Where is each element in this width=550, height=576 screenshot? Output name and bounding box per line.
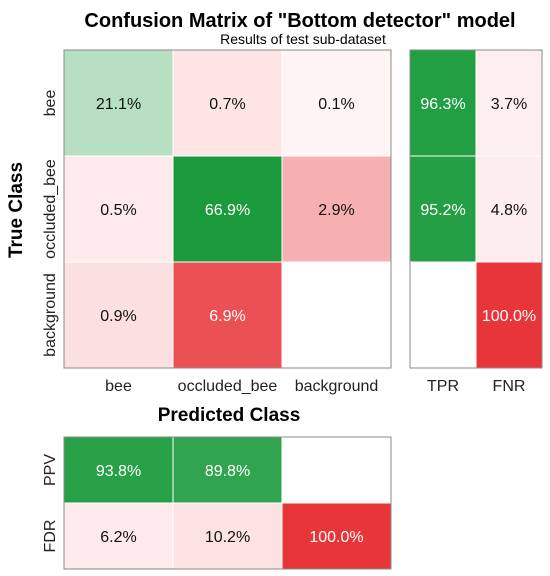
col-summary-r1-c2-label: 100.0% (309, 529, 363, 546)
col-summary-r1-c2-cell (281, 502, 392, 570)
matrix-r2-c0-label: 0.9% (100, 308, 136, 325)
row-summary-r1-c1-cell (475, 155, 543, 263)
col-summary-r0-c2-cell (281, 436, 392, 504)
matrix-r2-c1-cell (172, 261, 283, 369)
row-summary-border (409, 49, 543, 369)
x-tick-bee: bee (105, 378, 132, 395)
matrix-r0-c0-cell (63, 49, 174, 157)
matrix-r2-c1-label: 6.9% (209, 308, 245, 325)
row-summary-r0-c0-cell (409, 49, 477, 157)
chart-marks: 21.1% 0.7% 0.1% 0.5% 66.9% 2.9% 0.9% 6.9% 96.3% 3… (42, 49, 543, 570)
matrix-r2-c2-cell (281, 261, 392, 369)
x-tick-occluded_bee: occluded_bee (178, 378, 278, 395)
y-tick-bee: bee (42, 90, 59, 117)
col-summary-r0-c1-label: 89.8% (205, 463, 250, 480)
matrix-r1-c2-cell (281, 155, 392, 263)
matrix-border (63, 49, 392, 369)
matrix-r0-c2-label: 0.1% (318, 96, 354, 113)
row-summary-r0-c1-cell (475, 49, 543, 157)
row-summary-r2-c0-cell (409, 261, 477, 369)
row-summary-r1-c0-label: 95.2% (420, 202, 465, 219)
col-summary-r1-c0-label: 6.2% (100, 529, 136, 546)
row-summary-r1-c0-cell (409, 155, 477, 263)
col-summary-r1-c0-cell (63, 502, 174, 570)
summary-col-fnr: FNR (493, 378, 526, 395)
x-tick-background: background (295, 378, 379, 395)
matrix-r0-c1-label: 0.7% (209, 96, 245, 113)
row-summary-r0-c1-label: 3.7% (491, 96, 527, 113)
matrix-r1-c1-label: 66.9% (205, 202, 250, 219)
row-summary-r0-c0-label: 96.3% (420, 96, 465, 113)
col-summary-r0-c1-cell (172, 436, 283, 504)
col-summary-r0-c0-label: 93.8% (96, 463, 141, 480)
chart-subtitle: Results of test sub-dataset (220, 31, 386, 47)
summary-row-ppv: PPV (42, 454, 59, 486)
summary-row-fdr: FDR (42, 520, 59, 553)
col-summary-r1-c1-cell (172, 502, 283, 570)
y-tick-occluded_bee: occluded_bee (42, 159, 59, 259)
matrix-r1-c0-label: 0.5% (100, 202, 136, 219)
col-summary-r0-c0-cell (63, 436, 174, 504)
matrix-r1-c0-cell (63, 155, 174, 263)
matrix-r1-c2-label: 2.9% (318, 202, 354, 219)
y-axis-label: True Class (6, 162, 27, 258)
row-summary-r1-c1-label: 4.8% (491, 202, 527, 219)
y-tick-background: background (42, 273, 59, 357)
summary-col-tpr: TPR (427, 378, 459, 395)
matrix-r0-c0-label: 21.1% (96, 96, 141, 113)
col-summary-border (63, 436, 392, 570)
matrix-r0-c1-cell (172, 49, 283, 157)
matrix-r1-c1-cell (172, 155, 283, 263)
x-axis-label: Predicted Class (158, 405, 301, 426)
col-summary-r1-c1-label: 10.2% (205, 529, 250, 546)
row-summary-r2-c1-label: 100.0% (482, 308, 536, 325)
row-summary-r2-c1-cell (475, 261, 543, 369)
chart-title: Confusion Matrix of "Bottom detector" mo… (84, 10, 515, 32)
